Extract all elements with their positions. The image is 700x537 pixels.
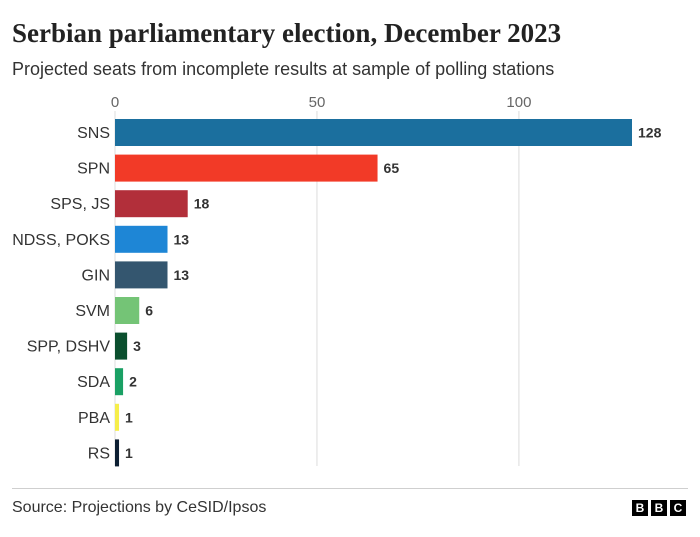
- category-label: PBA: [78, 410, 110, 427]
- value-label: 13: [174, 267, 190, 283]
- bar-sns: [115, 119, 632, 146]
- value-label: 6: [145, 303, 153, 319]
- logo-letter: B: [632, 500, 648, 516]
- chart-title: Serbian parliamentary election, December…: [12, 18, 562, 48]
- value-label: 2: [129, 374, 137, 390]
- value-label: 13: [174, 231, 190, 247]
- x-tick-label: 50: [309, 94, 326, 111]
- logo-letter: B: [651, 500, 667, 516]
- category-label: NDSS, POKS: [12, 232, 110, 249]
- category-label: SNS: [77, 125, 110, 142]
- value-label: 3: [133, 338, 141, 354]
- value-label: 1: [125, 409, 133, 425]
- category-label: SPP, DSHV: [27, 339, 111, 356]
- value-label: 1: [125, 445, 133, 461]
- bar-svm: [115, 297, 140, 324]
- footer-divider: [12, 488, 688, 489]
- logo-letter: C: [670, 500, 686, 516]
- chart-subtitle: Projected seats from incomplete results …: [12, 59, 555, 79]
- bar-spn: [115, 154, 378, 182]
- value-label: 18: [194, 196, 210, 212]
- source-note: Source: Projections by CeSID/Ipsos: [12, 499, 267, 516]
- value-label: 128: [638, 125, 662, 141]
- x-axis-ticks: 0 50 100: [111, 94, 532, 111]
- x-tick-label: 100: [506, 94, 531, 111]
- category-label: SPN: [77, 161, 110, 178]
- bar-pba: [115, 403, 120, 431]
- category-label: SPS, JS: [50, 196, 110, 213]
- bar-spp-dshv: [115, 332, 128, 360]
- category-label: GIN: [82, 267, 110, 284]
- bar-sda: [115, 368, 124, 396]
- bar-gin: [115, 261, 168, 289]
- value-label: 65: [384, 160, 400, 176]
- x-tick-label: 0: [111, 94, 119, 111]
- category-label: SDA: [77, 374, 110, 391]
- category-label: RS: [88, 445, 110, 462]
- bar-ndss-poks: [115, 225, 168, 253]
- bar-sps-js: [115, 190, 188, 218]
- category-label: SVM: [75, 303, 110, 320]
- bbc-logo: B B C: [632, 500, 686, 516]
- bar-rs: [115, 439, 120, 467]
